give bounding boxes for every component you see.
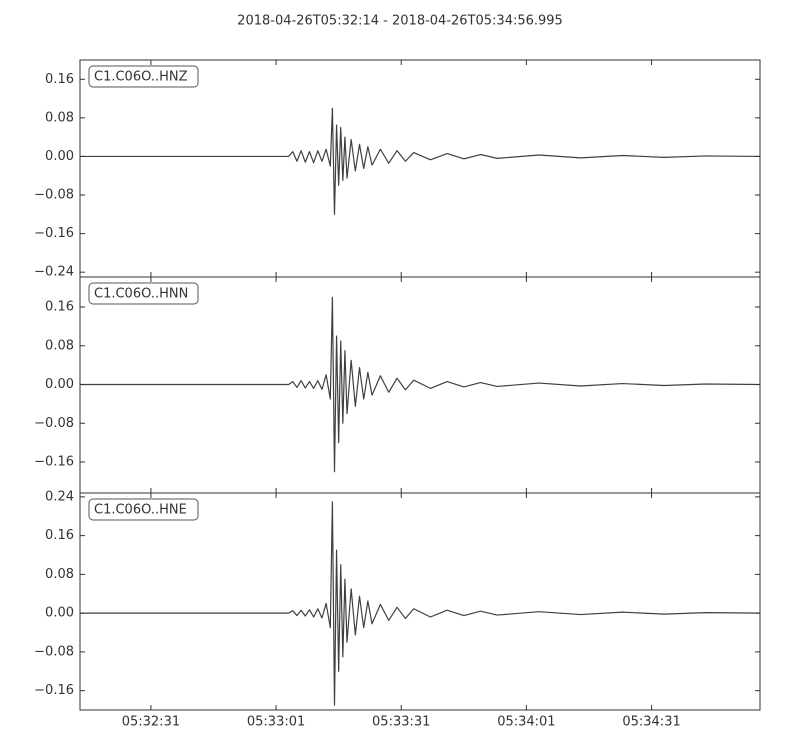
x-tick-label: 05:34:31 <box>622 715 680 730</box>
x-tick-label: 05:32:31 <box>122 715 180 730</box>
y-tick-label: −0.16 <box>34 455 74 470</box>
y-tick-label: −0.16 <box>34 226 74 241</box>
chart-title: 2018-04-26T05:32:14 - 2018-04-26T05:34:5… <box>237 14 563 29</box>
y-tick-label: 0.16 <box>45 300 74 315</box>
y-tick-label: 0.08 <box>45 110 74 125</box>
x-tick-label: 05:33:01 <box>247 715 305 730</box>
y-tick-label: 0.16 <box>45 72 74 87</box>
y-tick-label: −0.24 <box>34 265 74 280</box>
label-box <box>88 282 199 305</box>
trace-label: C1.C06O..HNZ <box>94 70 188 85</box>
x-tick-label: 05:34:01 <box>497 715 555 730</box>
waveform <box>80 107 760 215</box>
label-box <box>88 65 199 88</box>
trace-label: C1.C06O..HNN <box>94 287 188 302</box>
panel-frame <box>79 492 761 711</box>
waveform <box>80 296 760 473</box>
y-tick-label: 0.00 <box>45 377 74 392</box>
y-tick-label: 0.24 <box>45 489 74 504</box>
y-tick-label: −0.08 <box>34 644 74 659</box>
y-tick-label: 0.00 <box>45 606 74 621</box>
waveform <box>80 501 760 706</box>
trace-label: C1.C06O..HNE <box>94 503 187 518</box>
y-tick-label: −0.08 <box>34 416 74 431</box>
y-tick-label: 0.08 <box>45 567 74 582</box>
y-tick-label: 0.16 <box>45 528 74 543</box>
x-tick-label: 05:33:31 <box>372 715 430 730</box>
label-box <box>88 498 199 521</box>
y-tick-label: −0.08 <box>34 188 74 203</box>
y-tick-label: 0.00 <box>45 149 74 164</box>
y-tick-label: −0.16 <box>34 683 74 698</box>
y-tick-label: 0.08 <box>45 338 74 353</box>
